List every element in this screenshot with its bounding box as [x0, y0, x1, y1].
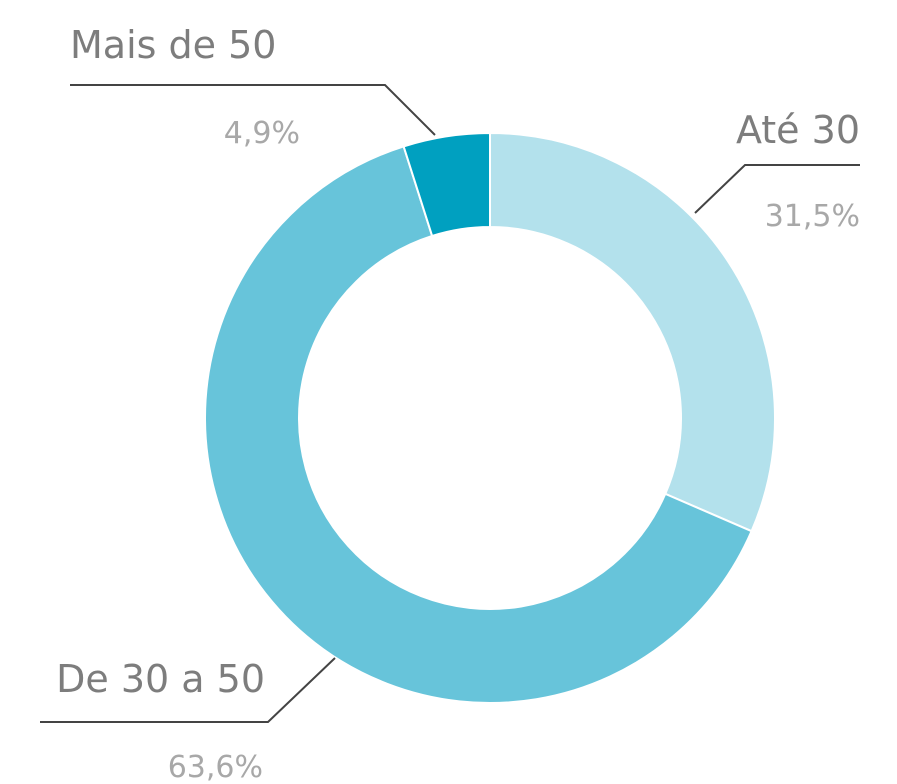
value-label: 4,9%: [224, 116, 300, 151]
value-label: 31,5%: [765, 199, 860, 234]
leader-line: [694, 164, 860, 214]
leader-line: [40, 657, 336, 723]
value-label: 63,6%: [168, 750, 263, 784]
donut-slice: [204, 145, 753, 704]
donut-slice: [489, 131, 776, 533]
donut-slice: [402, 131, 491, 238]
slice-label: Até 30: [736, 108, 860, 152]
leader-line: [70, 84, 436, 136]
slice-label: De 30 a 50: [56, 657, 265, 701]
slice-label: Mais de 50: [70, 23, 276, 67]
